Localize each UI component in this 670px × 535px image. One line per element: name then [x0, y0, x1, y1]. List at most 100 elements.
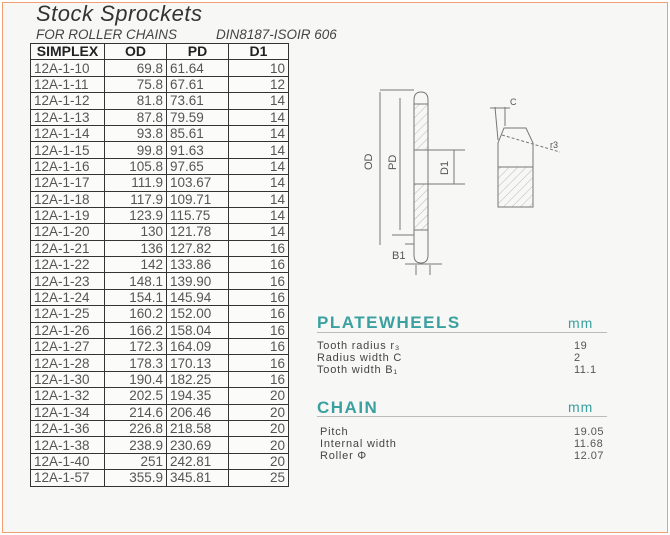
pd-label: PD [387, 155, 399, 170]
table-row: 12A-1-36 226.8 218.58 20 [30, 419, 289, 438]
table-cell-od: 226.8 [104, 419, 167, 438]
table-cell-d1: 10 [228, 59, 289, 77]
table-row: 12A-1-17 111.9 103.67 14 [30, 174, 289, 192]
b1-label: B1 [392, 250, 405, 262]
platewheels-spec-label: Radius width C [317, 352, 403, 364]
table-cell-simplex: 12A-1-34 [30, 403, 105, 421]
table-row: 12A-1-34 214.6 206.46 20 [30, 403, 289, 421]
table-cell-pd: 115.75 [166, 206, 229, 225]
table-cell-d1: 16 [228, 338, 289, 356]
table-cell-simplex: 12A-1-19 [30, 206, 105, 225]
chain-heading: CHAIN [317, 398, 379, 417]
chain-spec-value: 19.05 [574, 426, 605, 438]
table-row: 12A-1-15 99.8 91.63 14 [30, 141, 289, 159]
table-cell-pd: 164.09 [166, 338, 229, 356]
table-cell-pd: 145.94 [166, 288, 229, 307]
table-cell-od: 93.8 [104, 124, 167, 143]
table-cell-od: 238.9 [104, 436, 167, 454]
table-cell-d1: 16 [228, 370, 289, 389]
table-cell-pd: 158.04 [166, 321, 229, 340]
table-row: 12A-1-40 251 242.81 20 [30, 452, 289, 471]
table-cell-pd: 79.59 [166, 108, 229, 126]
column-header-d1: D1 [228, 42, 289, 61]
table-cell-pd: 121.78 [166, 223, 229, 241]
column-header-pd: PD [166, 42, 229, 61]
table-cell-od: 166.2 [104, 321, 167, 340]
table-row: 12A-1-32 202.5 194.35 20 [30, 387, 289, 405]
column-header-od: OD [104, 42, 167, 61]
page-title: Stock Sprockets [36, 1, 203, 26]
table-cell-d1: 16 [228, 321, 289, 340]
platewheels-spec-label: Tooth radius r₃ [317, 340, 401, 352]
table-cell-od: 160.2 [104, 305, 167, 323]
table-cell-od: 190.4 [104, 370, 167, 389]
platewheels-spec-value: 2 [574, 352, 581, 364]
table-cell-simplex: 12A-1-14 [30, 124, 105, 143]
table-cell-od: 136 [104, 239, 167, 258]
chain-spec-value: 12.07 [574, 450, 605, 462]
table-cell-d1: 14 [228, 92, 289, 110]
table-cell-simplex: 12A-1-32 [30, 387, 105, 405]
chain-spec-value: 11.68 [574, 438, 604, 450]
table-cell-d1: 14 [228, 223, 289, 241]
table-cell-pd: 345.81 [166, 469, 229, 487]
table-cell-pd: 85.61 [166, 124, 229, 143]
table-cell-d1: 20 [228, 436, 289, 454]
table-cell-simplex: 12A-1-15 [30, 141, 105, 159]
table-cell-d1: 16 [228, 305, 289, 323]
table-cell-pd: 218.58 [166, 419, 229, 438]
table-cell-pd: 127.82 [166, 239, 229, 258]
table-cell-pd: 152.00 [166, 305, 229, 323]
od-label: OD [363, 153, 375, 170]
table-cell-d1: 20 [228, 403, 289, 421]
table-cell-od: 202.5 [104, 387, 167, 405]
table-cell-d1: 14 [228, 141, 289, 159]
table-cell-simplex: 12A-1-17 [30, 174, 105, 192]
table-cell-od: 105.8 [104, 157, 167, 176]
table-cell-d1: 20 [228, 419, 289, 438]
table-cell-od: 123.9 [104, 206, 167, 225]
table-cell-pd: 242.81 [166, 452, 229, 471]
table-cell-simplex: 12A-1-22 [30, 256, 105, 274]
table-cell-pd: 230.69 [166, 436, 229, 454]
table-row: 12A-1-13 87.8 79.59 14 [30, 108, 289, 126]
table-cell-d1: 16 [228, 239, 289, 258]
table-cell-d1: 14 [228, 157, 289, 176]
table-cell-od: 75.8 [104, 75, 167, 94]
table-cell-od: 87.8 [104, 108, 167, 126]
table-cell-od: 148.1 [104, 272, 167, 290]
sprocket-table: SIMPLEX OD PD D1 12A-1-10 69.8 61.64 10 12A-1-1… [30, 42, 289, 487]
table-row: 12A-1-19 123.9 115.75 14 [30, 206, 289, 225]
table-cell-simplex: 12A-1-16 [30, 157, 105, 176]
table-cell-d1: 16 [228, 256, 289, 274]
table-cell-od: 172.3 [104, 338, 167, 356]
table-cell-od: 251 [104, 452, 167, 471]
table-cell-simplex: 12A-1-26 [30, 321, 105, 340]
table-row: 12A-1-23 148.1 139.90 16 [30, 272, 289, 290]
table-cell-simplex: 12A-1-30 [30, 370, 105, 389]
table-cell-od: 81.8 [104, 92, 167, 110]
table-cell-pd: 109.71 [166, 190, 229, 208]
platewheels-unit: mm [568, 315, 594, 331]
platewheels-heading: PLATEWHEELS [317, 313, 461, 332]
table-cell-simplex: 12A-1-20 [30, 223, 105, 241]
platewheels-spec-label: Tooth width B₁ [317, 364, 398, 376]
table-row: 12A-1-30 190.4 182.25 16 [30, 370, 289, 389]
table-cell-simplex: 12A-1-25 [30, 305, 105, 323]
table-cell-d1: 16 [228, 288, 289, 307]
chain-spec-label: Roller Φ [320, 450, 367, 462]
platewheels-spec-value: 19 [574, 340, 588, 352]
table-cell-d1: 20 [228, 387, 289, 405]
table-cell-od: 355.9 [104, 469, 167, 487]
table-cell-simplex: 12A-1-24 [30, 288, 105, 307]
table-cell-pd: 206.46 [166, 403, 229, 421]
table-cell-d1: 14 [228, 108, 289, 126]
table-cell-pd: 73.61 [166, 92, 229, 110]
table-cell-simplex: 12A-1-38 [30, 436, 105, 454]
table-cell-pd: 91.63 [166, 141, 229, 159]
table-cell-pd: 194.35 [166, 387, 229, 405]
table-row: 12A-1-26 166.2 158.04 16 [30, 321, 289, 340]
table-cell-od: 111.9 [104, 174, 167, 192]
table-cell-pd: 133.86 [166, 256, 229, 274]
table-cell-simplex: 12A-1-21 [30, 239, 105, 258]
